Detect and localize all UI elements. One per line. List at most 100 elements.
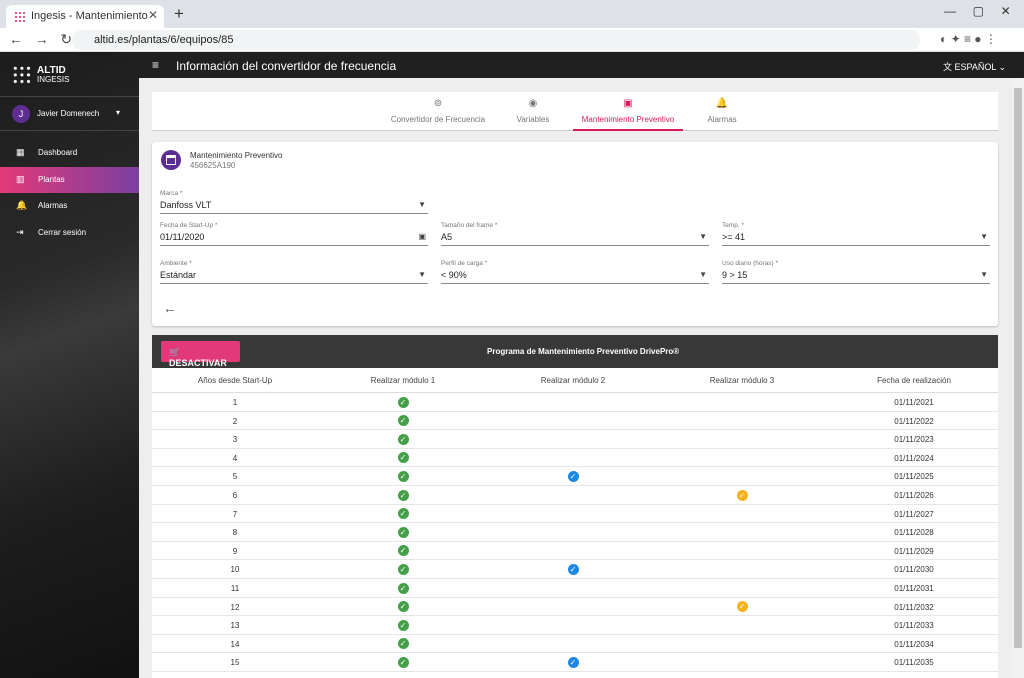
table-row: 11 ✓ 01/11/2031 <box>152 579 998 598</box>
table-cell: 01/11/2028 <box>894 528 934 538</box>
dropdown-arrow[interactable]: ▼ <box>980 270 988 279</box>
url: altid.es/plantas/6/equipos/85 <box>94 34 234 46</box>
deactivate-button[interactable]: 🛒 DESACTIVAR <box>161 341 240 368</box>
nav-label: Cerrar sesión <box>38 227 87 237</box>
tab[interactable]: ▣ Mantenimiento Preventivo <box>573 92 683 131</box>
column-header: Fecha de realización <box>877 376 951 385</box>
field-value: < 90% <box>441 270 467 280</box>
sidebar: ALTID INGESIS J Javier Domenech ▾ ▦ Dashb… <box>0 52 139 678</box>
table-cell: 01/11/2035 <box>894 658 934 668</box>
browser-tab[interactable]: Ingesis - Mantenimiento ✕ <box>6 5 164 28</box>
tab-icon: 🔔 <box>715 98 729 109</box>
field-label: Marca * <box>160 190 183 197</box>
calendar-icon[interactable]: ▣ <box>418 232 426 241</box>
scroll-thumb[interactable] <box>1014 88 1022 648</box>
language-select[interactable]: 文 ESPAÑOL ⌄ <box>943 62 1007 72</box>
table-row: 8 ✓ 01/11/2028 <box>152 523 998 542</box>
user-menu[interactable]: J Javier Domenech ▾ <box>0 96 139 131</box>
table-cell: 2 <box>232 416 238 426</box>
table-cell: 13 <box>230 621 240 631</box>
field-value: Estándar <box>160 270 197 280</box>
tab[interactable]: ◉ Variables <box>478 92 588 131</box>
table-row: 10 ✓ ✓ 01/11/2030 <box>152 560 998 579</box>
window-controls[interactable]: — ▢ ✕ <box>944 4 1011 18</box>
omnibox[interactable]: altid.es/plantas/6/equipos/85 <box>72 30 920 50</box>
field-value: Danfoss VLT <box>160 200 212 210</box>
dropdown-arrow[interactable]: ▼ <box>699 232 707 241</box>
toolbar-icons[interactable]: ◐ ✦ ≡ ● ⋮ <box>940 32 997 46</box>
table-cell: 01/11/2023 <box>894 435 934 445</box>
table-cell: 01/11/2024 <box>894 453 934 463</box>
tab-icon: ⊚ <box>433 98 443 109</box>
address-bar-row: ← → ↻ altid.es/plantas/6/equipos/85 ◐ ✦ … <box>0 28 1024 52</box>
form-field[interactable]: Marca * Danfoss VLT ▼ <box>160 190 428 214</box>
form-field[interactable]: Uso diario (horas) * 9 > 15 ▼ <box>722 260 990 284</box>
field-value: A5 <box>441 232 453 242</box>
table-cell: 01/11/2027 <box>894 509 934 519</box>
language: ESPAÑOL <box>954 62 997 72</box>
table-cell: 01/11/2025 <box>894 472 934 482</box>
card-title: Mantenimiento Preventivo <box>190 151 283 160</box>
check-icon: ✓ <box>397 526 409 538</box>
header-title: Información del convertidor de frecuenci… <box>176 59 397 73</box>
check-icon: ✓ <box>397 433 409 445</box>
user-name: Javier Domenech <box>37 109 100 118</box>
logo-subtext: INGESIS <box>37 75 70 84</box>
nav-buttons[interactable]: ← → ↻ <box>9 31 73 47</box>
table-row: 6 ✓ ✓ 01/11/2026 <box>152 486 998 505</box>
table-cell: 4 <box>232 453 238 463</box>
table-row: 13 ✓ 01/11/2033 <box>152 616 998 635</box>
form-field[interactable]: Tamaño del frame * A5 ▼ <box>441 222 709 246</box>
logo-icon <box>12 65 32 85</box>
check-icon: ✓ <box>567 470 579 482</box>
form-field[interactable]: Perfil de carga * < 90% ▼ <box>441 260 709 284</box>
tab-label: Mantenimiento Preventivo <box>581 115 675 124</box>
back-button[interactable]: ← <box>163 300 177 316</box>
table-cell: 01/11/2026 <box>894 491 934 500</box>
new-tab[interactable]: + <box>174 4 184 23</box>
nav-item[interactable]: 🔔 Alarmas <box>0 193 139 219</box>
form-field[interactable]: Temp. * >= 41 ▼ <box>722 222 990 246</box>
table-cell: 01/11/2021 <box>894 398 934 407</box>
tab-icon: ▣ <box>623 98 633 109</box>
field-label: Fecha de Start-Up * <box>160 222 218 229</box>
app-header: ≡ Información del convertidor de frecuen… <box>0 52 1024 78</box>
table-cell: 01/11/2031 <box>894 584 934 593</box>
check-icon: ✓ <box>397 582 409 594</box>
nav-item[interactable]: ▥ Plantas <box>0 166 139 193</box>
tab[interactable]: ⊚ Convertidor de Frecuencia <box>383 92 493 131</box>
dropdown-arrow[interactable]: ▼ <box>418 270 426 279</box>
check-icon: ✓ <box>397 619 409 631</box>
tab-label: Variables <box>516 115 550 124</box>
form-field[interactable]: Ambiente * Estándar ▼ <box>160 260 428 284</box>
check-icon: ✓ <box>736 601 748 613</box>
field-label: Uso diario (horas) * <box>722 260 778 267</box>
column-header: Realizar módulo 1 <box>370 376 436 385</box>
menu-toggle[interactable]: ≡ <box>152 58 160 72</box>
dropdown-arrow[interactable]: ▼ <box>980 232 988 241</box>
tab-close[interactable]: ✕ <box>148 8 159 22</box>
logo-text: ALTID <box>37 65 66 76</box>
check-icon: ✓ <box>397 638 409 650</box>
check-icon: ✓ <box>397 545 409 557</box>
form-field[interactable]: Fecha de Start-Up * 01/11/2020 ▣ <box>160 222 428 246</box>
tab[interactable]: 🔔 Alarmas <box>667 92 777 131</box>
table-cell: 1 <box>232 398 238 407</box>
nav-item[interactable]: ▦ Dashboard <box>0 140 139 166</box>
nav-item[interactable]: ⇥ Cerrar sesión <box>0 220 139 246</box>
table-cell: 11 <box>230 584 240 593</box>
table-row: 14 ✓ 01/11/2034 <box>152 635 998 654</box>
check-icon: ✓ <box>397 601 409 613</box>
nav-icon: ⇥ <box>16 226 24 237</box>
table-title: Programa de Mantenimiento Preventivo Dri… <box>487 347 680 356</box>
calendar-glyph <box>166 155 176 165</box>
field-value: 01/11/2020 <box>160 232 205 242</box>
check-icon: ✓ <box>397 415 409 427</box>
field-label: Ambiente * <box>160 260 192 267</box>
dropdown-arrow[interactable]: ▼ <box>418 200 426 209</box>
table-row: 1 ✓ 01/11/2021 <box>152 393 998 412</box>
table-row: 3 ✓ 01/11/2023 <box>152 430 998 449</box>
dropdown-arrow[interactable]: ▼ <box>699 270 707 279</box>
check-icon: ✓ <box>397 656 409 668</box>
